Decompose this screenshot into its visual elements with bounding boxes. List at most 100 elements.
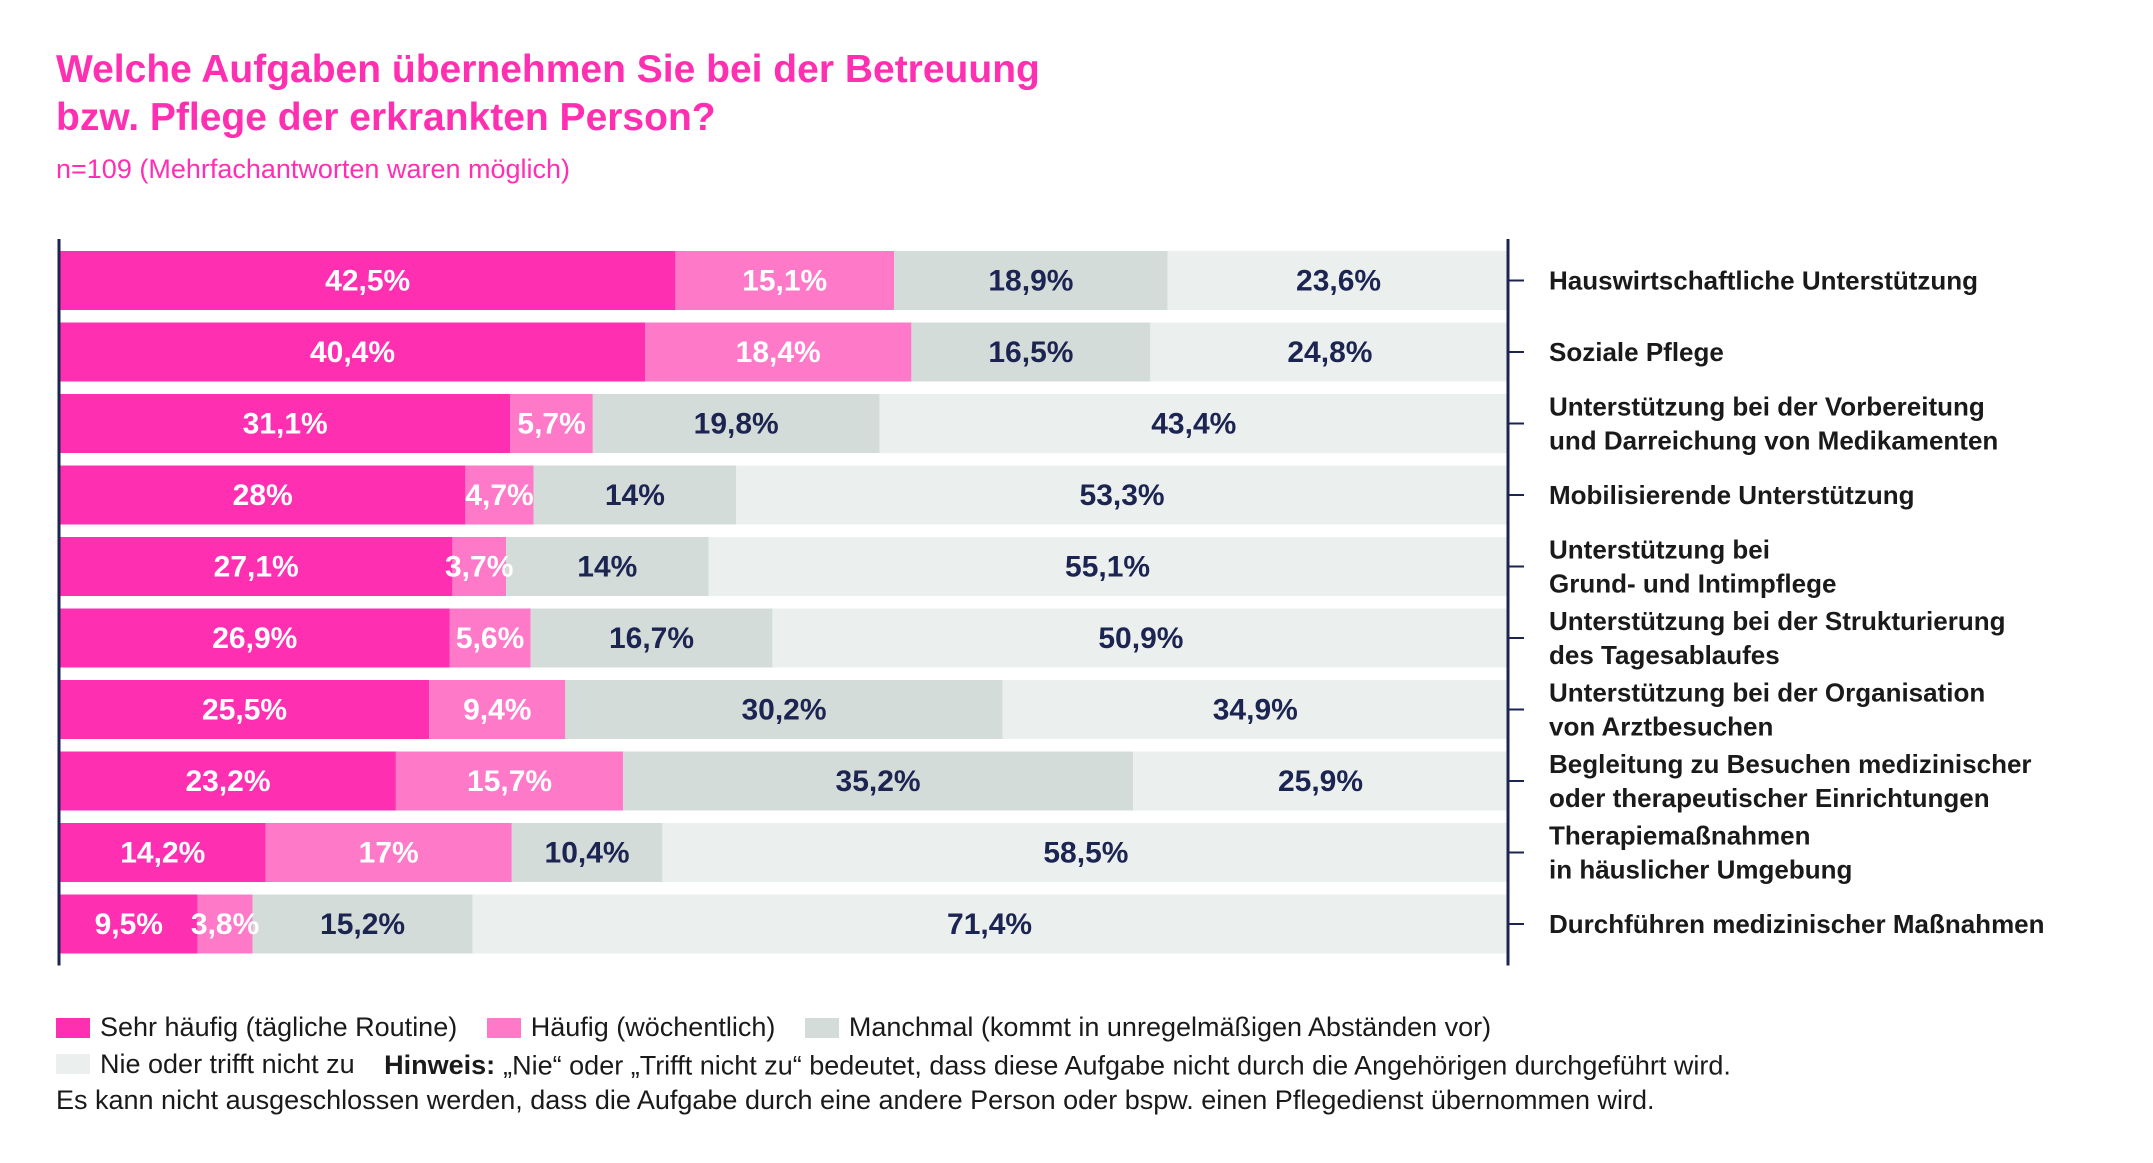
category-label-4: Mobilisierende Unterstützung — [1549, 480, 1914, 510]
bar-haeufig-row-4 — [465, 465, 534, 525]
stacked-bar-chart: 42,5% 15,1% 18,9% 23,6% 40,4% 18,4% 16,5% 24,8%… — [57, 239, 2045, 966]
data-label-haeufig-row-7: 9,4% — [463, 694, 531, 727]
bar-nie-row-6 — [772, 608, 1510, 668]
legend-swatch-sehr-haeufig — [56, 1017, 90, 1038]
category-label-8-line-1: Begleitung zu Besuchen medizinischer — [1549, 749, 2032, 779]
legend-row-2: Nie oder trifft nicht zu Hinweis: „Nie“ o… — [56, 1047, 2116, 1084]
data-label-sehr-haeufig-row-8: 23,2% — [185, 765, 270, 798]
legend-swatch-manchmal — [804, 1017, 839, 1038]
legend-item-haeufig: Häufig (wöchentlich) — [486, 1010, 776, 1045]
legend-swatch-nie — [56, 1054, 90, 1074]
data-label-manchmal-row-7: 30,2% — [741, 694, 826, 727]
data-label-sehr-haeufig-row-3: 31,1% — [243, 408, 328, 441]
data-label-haeufig-row-5: 3,7% — [445, 551, 513, 584]
legend-swatch-haeufig — [486, 1017, 521, 1038]
data-label-haeufig-row-6: 5,6% — [456, 622, 524, 655]
data-label-manchmal-row-6: 16,7% — [609, 622, 694, 655]
data-label-nie-row-5: 55,1% — [1065, 551, 1150, 584]
category-label-8-line-2: oder therapeutischer Einrichtungen — [1549, 783, 1990, 813]
legend: Sehr häufig (tägliche Routine) Häufig (w… — [56, 1010, 2116, 1118]
bar-sehr-haeufig-row-1 — [60, 251, 676, 310]
category-label-9: Therapiemaßnahmen in häuslicher Umgebung — [1549, 821, 1852, 885]
legend-item-nie: Nie oder trifft nicht zu — [56, 1047, 355, 1082]
data-label-sehr-haeufig-row-7: 25,5% — [202, 694, 287, 727]
bar-nie-row-3 — [879, 394, 1508, 453]
category-label-9-line-2: in häuslicher Umgebung — [1549, 855, 1852, 885]
bar-haeufig-row-10 — [197, 894, 253, 954]
bar-haeufig-row-7 — [429, 680, 566, 739]
category-label-7-line-1: Unterstützung bei der Organisation — [1549, 678, 1985, 708]
category-label-5: Unterstützung bei Grund- und Intimpflege — [1549, 535, 1836, 599]
category-label-8: Begleitung zu Besuchen medizinischer oder… — [1549, 749, 2032, 813]
bar-nie-row-2 — [1150, 322, 1510, 382]
chart-title-line-1: Welche Aufgaben übernehmen Sie bei der B… — [56, 48, 1040, 91]
category-label-6: Unterstützung bei der Strukturierung des … — [1549, 606, 2005, 670]
bar-haeufig-row-3 — [510, 394, 593, 453]
data-label-manchmal-row-1: 18,9% — [988, 265, 1073, 298]
bar-manchmal-row-2 — [911, 322, 1151, 382]
bar-manchmal-row-8 — [623, 751, 1133, 811]
category-label-10-line-1: Durchführen medizinischer Maßnahmen — [1549, 909, 2045, 939]
bar-sehr-haeufig-row-5 — [60, 537, 453, 596]
legend-item-manchmal: Manchmal (kommt in unregelmäßigen Abstän… — [804, 1010, 1492, 1045]
data-label-sehr-haeufig-row-2: 40,4% — [310, 336, 395, 369]
bar-haeufig-row-5 — [452, 537, 506, 596]
legend-note: Es kann nicht ausgeschlossen werden, das… — [56, 1085, 1655, 1115]
category-label-group: Hauswirtschaftliche Unterstützung Soziale… — [1549, 266, 2045, 940]
data-label-sehr-haeufig-row-5: 27,1% — [214, 551, 299, 584]
bar-haeufig-row-1 — [675, 251, 894, 310]
bar-manchmal-row-6 — [530, 608, 773, 668]
category-label-2: Soziale Pflege — [1549, 337, 1724, 367]
data-label-nie-row-9: 58,5% — [1043, 837, 1128, 870]
category-label-1-line-1: Hauswirtschaftliche Unterstützung — [1549, 266, 1978, 296]
legend-row-1: Sehr häufig (tägliche Routine) Häufig (w… — [56, 1010, 2116, 1047]
chart-title: Welche Aufgaben übernehmen Sie bei der B… — [56, 46, 1040, 142]
bar-haeufig-row-9 — [265, 823, 512, 882]
bar-manchmal-row-7 — [565, 680, 1003, 739]
chart-subtitle: n=109 (Mehrfachantworten waren möglich) — [56, 154, 571, 184]
bar-sehr-haeufig-row-6 — [60, 608, 450, 668]
data-label-sehr-haeufig-row-9: 14,2% — [120, 837, 205, 870]
data-label-manchmal-row-8: 35,2% — [836, 765, 921, 798]
bar-sehr-haeufig-row-7 — [60, 680, 430, 739]
data-label-haeufig-row-8: 15,7% — [467, 765, 552, 798]
data-label-sehr-haeufig-row-6: 26,9% — [212, 622, 297, 655]
data-label-haeufig-row-4: 4,7% — [465, 479, 533, 512]
hint-text: „Nie“ oder „Trifft nicht zu“ bedeutet, d… — [503, 1050, 1731, 1080]
data-label-manchmal-row-4: 14% — [605, 479, 665, 512]
category-label-5-line-1: Unterstützung bei — [1549, 535, 1770, 565]
category-label-10: Durchführen medizinischer Maßnahmen — [1549, 909, 2045, 939]
bar-nie-row-4 — [736, 465, 1508, 525]
category-label-4-line-1: Mobilisierende Unterstützung — [1549, 480, 1914, 510]
bar-nie-row-9 — [662, 823, 1510, 882]
legend-label-manchmal: Manchmal (kommt in unregelmäßigen Abstän… — [848, 1012, 1492, 1042]
bar-group — [60, 251, 1510, 954]
category-label-3: Unterstützung bei der Vorbereitung und Da… — [1549, 392, 1998, 456]
bar-nie-row-8 — [1133, 751, 1508, 811]
category-label-6-line-1: Unterstützung bei der Strukturierung — [1549, 606, 2005, 636]
bar-nie-row-1 — [1167, 251, 1510, 310]
bar-sehr-haeufig-row-9 — [60, 823, 266, 882]
data-label-nie-row-1: 23,6% — [1296, 265, 1381, 298]
data-label-nie-row-3: 43,4% — [1151, 408, 1236, 441]
category-label-3-line-2: und Darreichung von Medikamenten — [1549, 426, 1998, 456]
bar-sehr-haeufig-row-3 — [60, 394, 511, 453]
category-label-9-line-1: Therapiemaßnahmen — [1549, 821, 1811, 851]
chart-title-line-2: bzw. Pflege der erkrankten Person? — [56, 96, 716, 139]
legend-item-sehr-haeufig: Sehr häufig (tägliche Routine) — [56, 1010, 457, 1045]
legend-label-sehr-haeufig: Sehr häufig (tägliche Routine) — [100, 1012, 458, 1042]
bar-manchmal-row-4 — [533, 465, 737, 525]
legend-label-nie: Nie oder trifft nicht zu — [100, 1048, 355, 1079]
category-label-7-line-2: von Arztbesuchen — [1549, 712, 1773, 742]
bar-manchmal-row-5 — [506, 537, 709, 596]
legend-label-haeufig: Häufig (wöchentlich) — [530, 1012, 776, 1042]
data-label-haeufig-row-9: 17% — [359, 837, 419, 870]
bar-sehr-haeufig-row-8 — [60, 751, 396, 811]
bar-sehr-haeufig-row-2 — [60, 322, 645, 382]
data-label-sehr-haeufig-row-1: 42,5% — [325, 265, 410, 298]
data-label-nie-row-2: 24,8% — [1287, 336, 1372, 369]
segment-label-group: 42,5% 15,1% 18,9% 23,6% 40,4% 18,4% 16,5% 24,8%… — [95, 265, 1382, 942]
data-label-manchmal-row-5: 14% — [577, 551, 637, 584]
bar-manchmal-row-3 — [592, 394, 880, 453]
data-label-haeufig-row-10: 3,8% — [191, 908, 259, 941]
